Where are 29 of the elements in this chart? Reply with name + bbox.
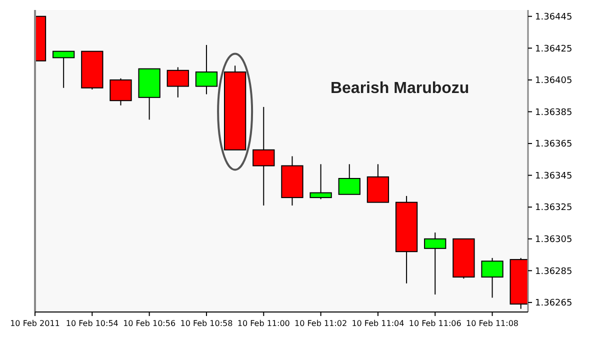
x-tick-label: 10 Feb 2011 — [10, 319, 60, 328]
y-tick-label: 1.36285 — [535, 266, 572, 277]
x-tick-label: 10 Feb 10:58 — [180, 319, 233, 328]
y-tick-label: 1.36425 — [535, 44, 572, 54]
y-tick-label: 1.36345 — [535, 171, 572, 182]
x-tick-label: 10 Feb 11:04 — [352, 319, 404, 328]
candlestick — [481, 257, 504, 298]
annotation: Bearish Marubozu — [330, 80, 470, 97]
x-tick-label: 10 Feb 11:02 — [294, 319, 348, 328]
x-tick-label: 10 Feb 11:08 — [466, 319, 519, 328]
y-tick-label: 1.36325 — [535, 203, 572, 214]
x-tick-label: 10 Feb 11:06 — [408, 319, 462, 328]
candlestick — [195, 44, 218, 95]
x-tick-label: 10 Feb 10:56 — [123, 319, 176, 328]
candlestick — [338, 164, 360, 195]
x-tick-label: 10 Feb 10:54 — [66, 319, 118, 328]
candlestick — [252, 106, 275, 206]
y-tick-label: 1.36265 — [535, 298, 572, 309]
candlestick — [110, 78, 132, 106]
y-tick-label: 1.36385 — [535, 108, 572, 118]
y-tick-label: 1.36405 — [535, 76, 572, 86]
candlestick — [52, 50, 75, 88]
y-tick-label: 1.36445 — [535, 12, 572, 23]
x-tick-label: 10 Feb 11:00 — [237, 319, 290, 328]
candlestick — [310, 164, 332, 200]
candlestick — [424, 232, 446, 296]
y-tick-label: 1.36365 — [535, 140, 572, 150]
candlestick — [166, 66, 189, 98]
y-tick-label: 1.36305 — [535, 235, 572, 246]
